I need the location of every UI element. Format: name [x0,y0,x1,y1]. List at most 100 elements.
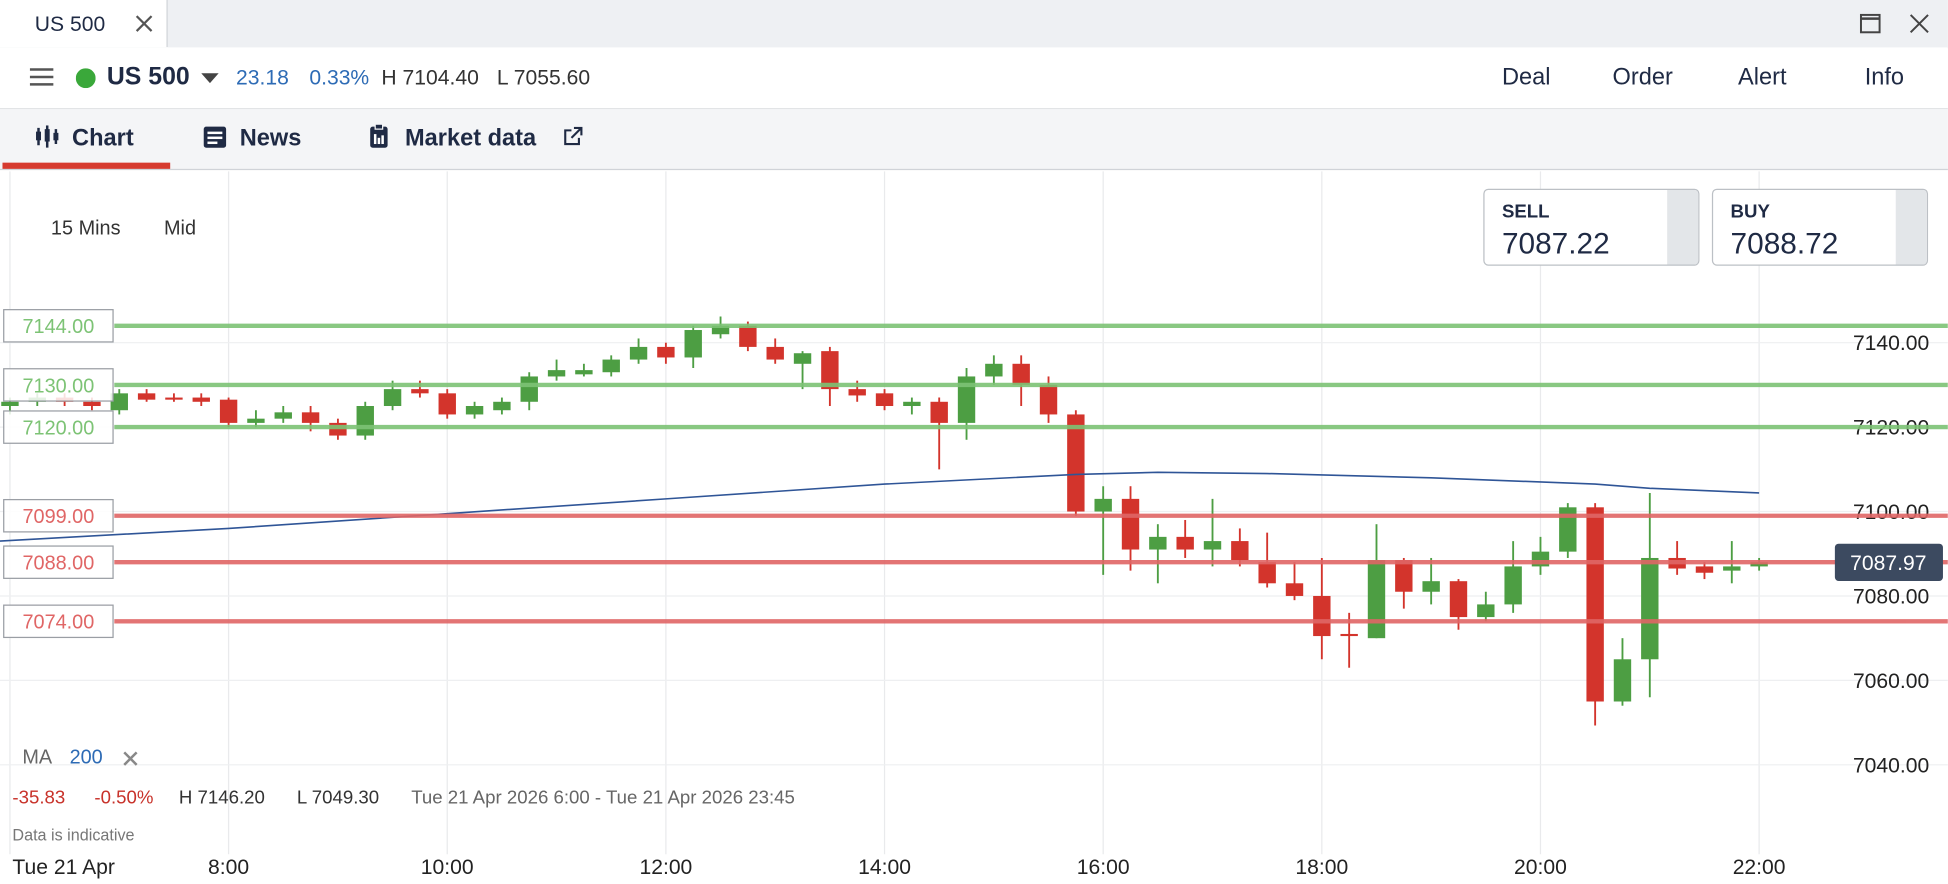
candle-body [1367,560,1386,639]
menu-icon[interactable] [29,67,54,87]
candle-body [930,401,948,423]
candle-body [985,363,1003,377]
candle-body [684,330,702,358]
candle-body [1504,566,1522,605]
price-level-label: 7130.00 [22,375,94,397]
candle-body [274,412,292,419]
y-tick-label: 7140.00 [1853,332,1929,355]
buy-box[interactable]: BUY 7088.72 [1711,188,1929,266]
market-data-icon [370,123,388,148]
candle-body [1094,498,1112,512]
x-tick-label: 22:00 [1733,856,1786,879]
candle-body [1258,562,1276,584]
chart-tab[interactable]: Chart [72,125,134,152]
candle-body [793,353,812,364]
candle-body [875,393,894,407]
indicator-name: MA [22,747,53,769]
candle-body [301,412,320,423]
candle-body [1313,595,1331,637]
price-level-box [3,604,114,639]
tab[interactable]: US 500 [0,0,168,48]
chart-icon [36,125,59,148]
candle-body [1586,507,1604,702]
x-tick-label: 8:00 [208,856,249,879]
maximize-icon[interactable] [1859,13,1881,34]
price-level-box [3,410,114,444]
indicator-period: 200 [69,747,103,769]
candle-body [1723,566,1741,571]
candle-body [657,346,675,358]
candle-body [1613,659,1632,702]
candle-body [465,406,484,415]
order-button[interactable]: Order [1612,64,1673,91]
price-level-box [3,545,114,579]
candle-body [1695,566,1714,573]
sell-box[interactable]: SELL 7087.22 [1483,188,1700,266]
alert-button[interactable]: Alert [1737,64,1787,91]
candle-body [1067,414,1085,512]
day-low: L 7055.60 [496,65,591,90]
news-tab[interactable]: News [239,125,302,152]
candle-body [1,401,19,407]
close-tab-icon[interactable] [135,15,153,32]
candle-body [1340,633,1358,637]
candle-body [1149,536,1167,550]
instrument-name[interactable]: US 500 [106,63,190,91]
candle-body [520,376,538,402]
sell-label: SELL [1501,201,1550,223]
candle-body [493,401,511,411]
price-type[interactable]: Mid [163,218,197,240]
candle-body [83,401,101,407]
external-link-icon[interactable] [563,126,583,147]
market-data-tab[interactable]: Market data [404,125,537,152]
candle-body [821,351,839,390]
candle-body [1641,557,1659,660]
candle-body [1559,507,1577,552]
y-tick-label: 7080.00 [1853,585,1929,608]
candle-body [411,389,429,394]
candle-body [575,370,593,375]
candle-body [1176,536,1194,550]
x-tick-label: 10:00 [421,856,474,879]
last-price-label: 7087.97 [1850,552,1926,575]
y-tick-label: 7060.00 [1853,670,1929,693]
instrument-caret[interactable] [201,72,219,84]
candle-body [629,346,648,360]
buy-price: 7088.72 [1730,227,1839,261]
candle-body [1203,541,1222,550]
candle-body [110,393,128,411]
price-level-label: 7099.00 [22,506,94,528]
candle-body [356,406,374,436]
candle-body [137,393,156,400]
period-high: H 7146.20 [178,787,265,809]
sell-price: 7087.22 [1501,227,1610,261]
candle-body [1285,583,1304,596]
candle-body [1477,604,1495,618]
remove-indicator-icon[interactable] [123,751,138,766]
candle-body [247,418,265,423]
change-pct: 0.33% [309,65,370,90]
y-tick-label: 7100.00 [1853,501,1929,524]
x-tick-label: Tue 21 Apr [12,856,115,879]
status-dot [75,68,96,89]
window-tab-bar: US 500 [0,0,1948,49]
x-tick-label: 18:00 [1295,856,1348,879]
candle-body [739,325,757,347]
candle-body [602,359,620,373]
candle-body [438,393,456,415]
deal-button[interactable]: Deal [1501,64,1551,91]
candle-body [383,389,402,407]
info-button[interactable]: Info [1864,64,1905,91]
price-level-label: 7074.00 [22,612,94,634]
interval[interactable]: 15 Mins [50,218,121,240]
instrument-header: US 500 23.18 0.33% H 7104.40 L 7055.60 [0,47,1948,110]
period-range: Tue 21 Apr 2026 6:00 - Tue 21 Apr 2026 2… [411,787,795,809]
candle-body [711,325,730,335]
news-icon [203,126,227,148]
chart: Tue 21 Apr 8:00 10:00 12:00 14:00 16:00 18:00 2… [0,171,1948,879]
price-level-box [3,498,114,533]
candle-body [1750,562,1768,567]
close-window-icon[interactable] [1909,14,1929,34]
last-price-box [1834,543,1943,581]
